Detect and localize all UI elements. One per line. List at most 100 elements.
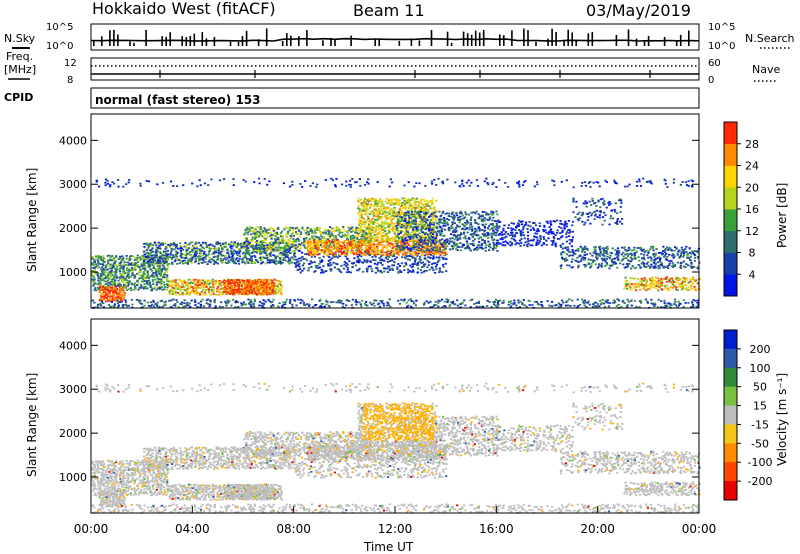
power-cell [355, 226, 358, 229]
power-cell [252, 282, 255, 285]
power-cell [237, 279, 241, 282]
power-cell [148, 282, 151, 285]
power-cell [142, 271, 145, 273]
power-cell [208, 253, 211, 255]
power-cell [381, 299, 384, 302]
power-cell [155, 281, 158, 284]
power-cell [103, 296, 106, 299]
power-cell [451, 240, 454, 243]
power-cell [434, 304, 438, 306]
power-cell [535, 301, 538, 303]
power-cell [388, 222, 391, 225]
power-cell [276, 285, 279, 287]
power-cell [246, 245, 249, 247]
power-cell [353, 235, 356, 238]
power-cell [237, 305, 240, 308]
power-cell [169, 252, 172, 255]
power-cell [173, 260, 177, 263]
power-cell [110, 283, 113, 286]
power-cell [622, 299, 625, 302]
power-cell [312, 232, 315, 235]
power-cell [334, 246, 337, 248]
power-cell [415, 236, 418, 239]
power-cell [439, 254, 442, 256]
power-cell [314, 232, 317, 234]
power-cell [388, 212, 391, 215]
power-cell [372, 247, 375, 250]
power-cell [190, 254, 193, 257]
noise-bar [474, 30, 477, 46]
power-cell [131, 303, 134, 306]
power-cell [256, 244, 259, 247]
power-cell [357, 261, 360, 264]
power-cell [286, 254, 289, 256]
power-cell [400, 220, 403, 222]
power-cell [166, 249, 169, 252]
power-cell [260, 304, 263, 307]
power-cell [386, 217, 389, 220]
power-cell [327, 234, 330, 237]
power-cell [351, 230, 354, 232]
power-cell [396, 244, 399, 247]
power-cell [403, 251, 406, 254]
power-cell [237, 283, 240, 286]
power-cell [179, 255, 183, 258]
power-cell [557, 306, 560, 309]
power-cell [125, 303, 128, 306]
power-cell [155, 270, 158, 273]
power-cell [291, 303, 294, 306]
power-cell [362, 270, 365, 273]
power-cell [276, 255, 279, 258]
power-cell [184, 257, 187, 259]
power-cell [252, 302, 255, 305]
power-cell [352, 262, 355, 264]
power-cell [667, 302, 670, 305]
power-cell [441, 271, 444, 273]
power-cell [515, 304, 518, 307]
power-cell [97, 275, 100, 278]
power-cell [416, 262, 419, 264]
power-cell [292, 229, 295, 231]
power-cell [263, 282, 266, 285]
power-cell [323, 305, 326, 308]
power-cell [259, 229, 262, 231]
power-cell [329, 251, 332, 254]
power-cell [121, 305, 125, 308]
power-cell [328, 256, 331, 258]
power-cell [327, 263, 330, 265]
power-cell [269, 235, 272, 237]
power-cell [398, 265, 401, 267]
power-cell [187, 304, 190, 307]
power-cell [322, 250, 325, 253]
power-cell [99, 255, 102, 258]
power-cell [341, 305, 344, 308]
power-cell [265, 287, 268, 289]
power-cell [122, 276, 125, 279]
power-cell [346, 299, 349, 301]
power-cell [337, 241, 340, 244]
power-cell [173, 243, 176, 246]
power-cell [381, 264, 384, 266]
power-cell [245, 260, 249, 262]
power-cell [440, 218, 443, 220]
power-cell [461, 246, 464, 248]
power-cell [294, 227, 297, 230]
power-cell [299, 231, 303, 234]
power-cell [268, 258, 271, 261]
power-cell [127, 283, 130, 286]
noise-bar [229, 41, 232, 46]
power-cell [114, 285, 117, 288]
power-cell [446, 245, 449, 248]
power-cell [165, 260, 168, 263]
power-cell [281, 256, 284, 259]
power-cell [325, 303, 328, 306]
power-cell [240, 284, 243, 287]
noise-bar [145, 30, 147, 46]
power-cell [101, 270, 104, 273]
power-cell [387, 242, 390, 245]
power-cell [263, 248, 266, 251]
power-cell [329, 261, 332, 264]
power-cell [434, 211, 437, 214]
power-cell [348, 243, 351, 246]
power-cell [303, 244, 306, 247]
